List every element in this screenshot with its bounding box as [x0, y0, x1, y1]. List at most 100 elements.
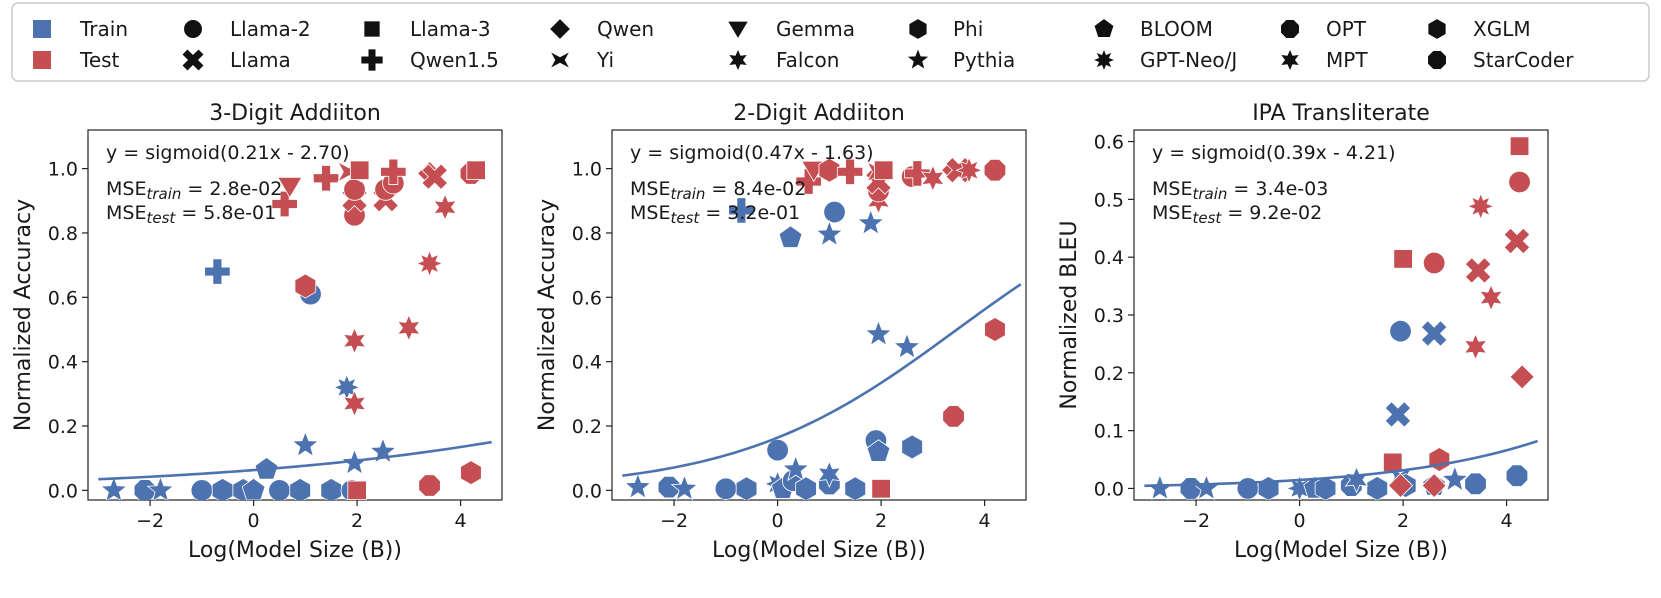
y-tick-label: 0.5	[1094, 189, 1124, 211]
y-tick-label: 0.1	[1094, 421, 1124, 443]
data-point-train-star5	[670, 474, 699, 500]
data-point-test-square	[1509, 136, 1530, 156]
legend-marker-falcon	[727, 47, 749, 73]
data-point-train-x-shape	[1420, 320, 1448, 347]
mse-test-value: = 9.2e-02	[1221, 202, 1322, 224]
legend-label-pythia: Pythia	[953, 48, 1015, 72]
legend-marker-qwen1-5	[360, 48, 384, 72]
mse-train-subscript: train	[1192, 185, 1227, 203]
data-point-train-hexagon	[1314, 475, 1337, 500]
data-point-train-octagon	[133, 479, 157, 500]
mse-test-value: = 3.2e-01	[699, 202, 800, 224]
legend-marker-llama-2	[183, 19, 203, 39]
y-tick-label: 0.0	[1094, 478, 1124, 500]
data-point-test-diamond	[1387, 472, 1414, 499]
data-point-test-hexagon	[460, 460, 482, 486]
legend-marker-gpt-neo-j	[1091, 47, 1117, 73]
panel-2-digit-addition: 2-Digit Addiiton −2 0 2 4 0.0 0.2 0.4 0.6 0.8 1.0 L…	[535, 101, 1027, 563]
data-point-train-circle	[1389, 319, 1412, 343]
data-point-train-x	[1420, 320, 1448, 347]
mse-test-subscript: test	[670, 209, 700, 227]
data-point-test-star8	[955, 156, 983, 185]
x-axis-label: Log(Model Size (B))	[1234, 538, 1448, 563]
data-point-test-square	[873, 160, 894, 180]
panel-title: 3-Digit Addiiton	[209, 101, 381, 126]
mse-test: MSEtest = 3.2e-01	[630, 202, 800, 227]
y-tick-label: 0.8	[572, 223, 602, 245]
data-point-train-x-shape	[1384, 401, 1412, 428]
y-tick-label: 0.3	[1094, 305, 1124, 327]
mse-train-label: MSE	[630, 178, 670, 200]
data-point-test-x	[1464, 257, 1492, 284]
legend-label-opt: OPT	[1326, 17, 1367, 41]
data-point-train-star5	[864, 319, 893, 347]
data-point-test-hexagon	[818, 157, 841, 183]
mse-test-value: = 5.8e-01	[175, 202, 276, 224]
data-point-train-hexagon	[901, 434, 923, 460]
panel-3-digit-addition: 3-Digit Addiiton −2 0 2 4 0.0 0.2 0.4 0.6 0.8 1.0 L…	[11, 101, 503, 563]
legend-marker-yi	[549, 50, 571, 70]
legend-swatch-test	[33, 51, 51, 69]
data-point-train-octagon	[1464, 472, 1487, 496]
y-tick-label: 1.0	[572, 159, 602, 181]
panel-ipa-transliterate: IPA Transliterate −2 0 2 4 0.0 0.1 0.2 0.3 0.4 0.5…	[1057, 101, 1549, 563]
mse-test: MSEtest = 9.2e-02	[1152, 202, 1322, 227]
data-point-test-star6	[396, 314, 421, 342]
data-point-train-circle	[190, 479, 214, 500]
data-point-test-square	[1383, 452, 1403, 473]
data-point-train-hexagon	[1366, 475, 1389, 500]
data-point-test-x-shape	[1503, 227, 1531, 255]
plot-contents	[622, 156, 1022, 500]
y-tick-label: 0.2	[1094, 363, 1124, 385]
legend-label-falcon: Falcon	[776, 48, 839, 72]
y-tick-label: 0.6	[48, 287, 78, 309]
legend-marker-gemma	[726, 20, 750, 40]
data-point-test-triangle-down	[277, 176, 303, 199]
legend-marker-qwen	[549, 18, 571, 40]
data-point-test-octagon	[942, 405, 965, 428]
data-point-test-plus	[836, 158, 864, 185]
data-point-test-square	[1393, 249, 1413, 269]
data-point-test-hexagon	[294, 273, 317, 299]
fit-equation: y = sigmoid(0.21x - 2.70)	[106, 142, 350, 164]
data-point-test-star8	[415, 249, 444, 278]
mse-test-subscript: test	[146, 209, 176, 227]
y-tick-label: 0.6	[572, 287, 602, 309]
x-tick-label: 0	[1294, 510, 1306, 532]
legend-label-llama-2: Llama-2	[230, 17, 311, 41]
mse-train-label: MSE	[1152, 178, 1192, 200]
fit-equation: y = sigmoid(0.47x - 1.63)	[630, 142, 874, 164]
data-point-test-star6	[433, 193, 457, 221]
data-point-test-star6	[1463, 333, 1488, 361]
mse-test-subscript: test	[1192, 209, 1222, 227]
mse-train-value: = 3.4e-03	[1227, 178, 1328, 200]
mse-test-label: MSE	[1152, 202, 1192, 224]
x-tick-label: 0	[772, 510, 784, 532]
panel-title: 2-Digit Addiiton	[733, 101, 905, 126]
data-point-train-circle	[268, 479, 291, 500]
plot-area	[87, 129, 503, 501]
plot-area	[1133, 129, 1549, 501]
x-tick-label: 2	[351, 510, 363, 532]
data-point-train-hexagon	[795, 476, 817, 500]
data-point-train-star6	[817, 460, 842, 489]
data-point-train-pentagon	[241, 477, 266, 500]
data-point-train-plus	[204, 258, 231, 285]
data-point-train-circle	[766, 438, 789, 462]
legend-frame	[11, 2, 1650, 82]
x-axis-label: Log(Model Size (B))	[188, 538, 402, 563]
data-point-test-hexagon	[984, 317, 1006, 342]
x-tick-label: 4	[1501, 510, 1513, 532]
y-tick-label: 0.2	[572, 416, 602, 438]
data-point-test-square	[347, 480, 367, 500]
data-point-test-plus	[380, 158, 407, 185]
legend-label-mpt: MPT	[1326, 48, 1368, 72]
mse-train: MSEtrain = 2.8e-02	[106, 178, 282, 203]
legend-label-llama-3: Llama-3	[410, 17, 491, 41]
x-tick-label: −2	[660, 510, 688, 532]
x-tick-label: 0	[248, 510, 260, 532]
y-axis-label: Normalized BLEU	[1057, 220, 1082, 409]
y-tick-label: 0.6	[1094, 132, 1124, 154]
legend-label-bloom: BLOOM	[1140, 17, 1213, 41]
